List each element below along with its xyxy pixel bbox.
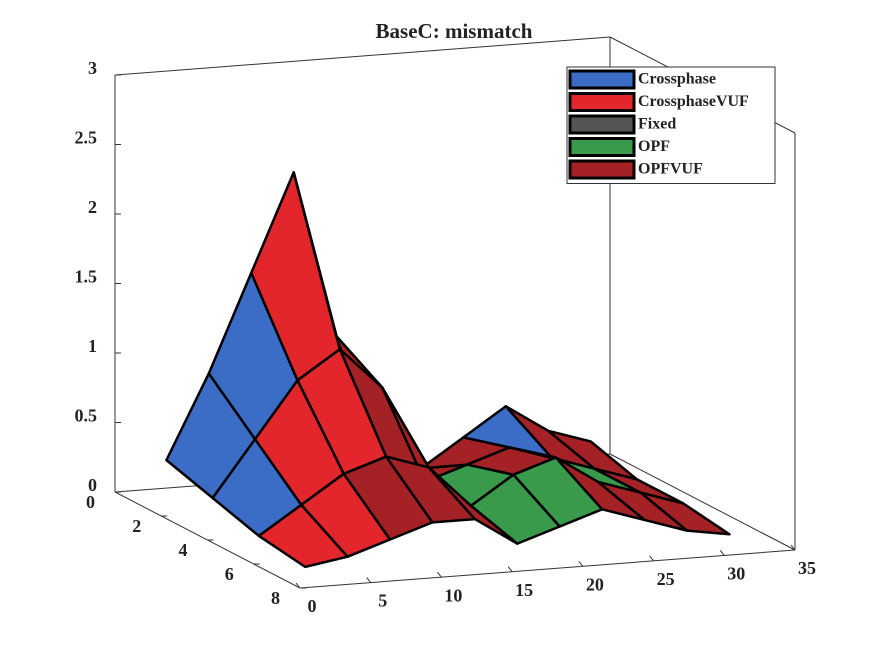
legend-label: Crossphase [638, 71, 716, 88]
y-tick-label: 2 [132, 516, 141, 536]
x-tick [507, 566, 513, 573]
legend-label: OPF [638, 138, 670, 155]
legend-swatch [568, 159, 636, 180]
chart-title: BaseC: mismatch [376, 19, 533, 43]
legend-label: CrossphaseVUF [638, 93, 749, 110]
x-tick-label: 30 [727, 564, 745, 584]
x-tick-label: 15 [515, 580, 533, 600]
top-back-edge [114, 36, 611, 76]
x-tick-label: 5 [378, 591, 387, 611]
y-tick-label: 6 [225, 564, 234, 584]
y-tick-label: 8 [271, 588, 280, 608]
legend: Crossphase CrossphaseVUF Fixed OPF OPFVUF [566, 66, 776, 184]
z-tick-label: 0 [88, 475, 97, 495]
legend-swatch [568, 69, 636, 90]
legend-label: OPFVUF [638, 161, 703, 178]
z-tick-label: 2 [88, 197, 97, 217]
z-tick-label: 1.5 [75, 267, 98, 287]
z-tick-label: 2.5 [75, 128, 98, 148]
x-tick-label: 25 [657, 569, 675, 589]
z-tick-label: 1 [88, 336, 97, 356]
x-tick [578, 560, 584, 567]
y-tick-label: 0 [86, 492, 95, 512]
legend-swatch [568, 114, 636, 135]
z-tick-label: 0.5 [75, 406, 98, 426]
legend-swatch [568, 92, 636, 112]
x-tick [790, 544, 796, 551]
y-tick-label: 4 [179, 540, 188, 560]
legend-label: Fixed [638, 116, 676, 133]
surface-face [639, 491, 731, 536]
x-axis [299, 549, 796, 589]
x-tick [437, 571, 442, 578]
legend-swatch [568, 137, 636, 157]
x-tick-label: 0 [308, 596, 317, 616]
x-tick [295, 582, 301, 589]
x-tick-label: 35 [798, 558, 816, 578]
right-floor-edge [609, 453, 796, 551]
x-tick [649, 555, 654, 562]
x-tick-label: 20 [586, 574, 604, 594]
x-tick [366, 577, 372, 583]
x-tick [719, 550, 725, 556]
x-tick-label: 10 [444, 585, 462, 605]
z-tick-label: 3 [88, 58, 97, 78]
